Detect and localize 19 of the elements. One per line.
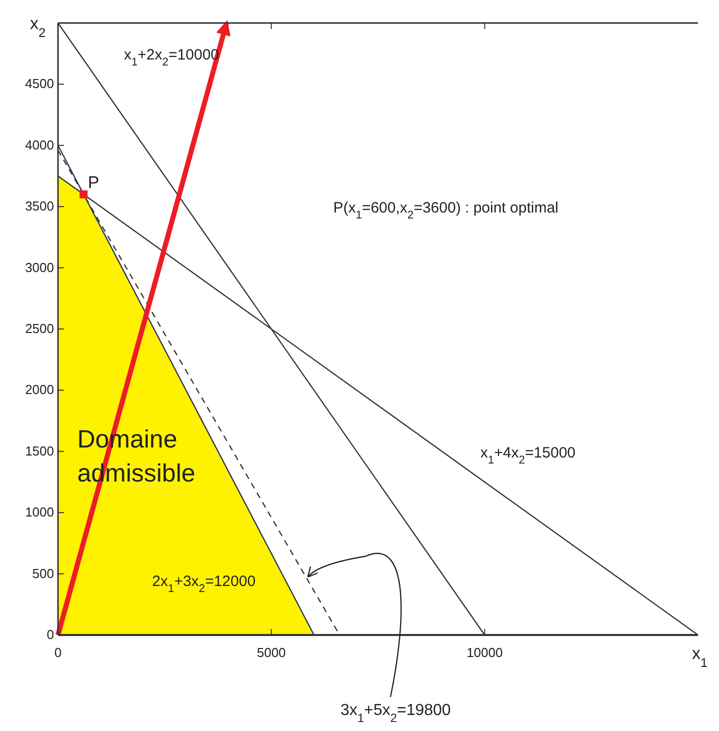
y-tick-label: 2500 [25, 321, 54, 336]
y-axis-title: x$_{2}$ [30, 14, 46, 40]
annotation: x$_{1}$+4x$_{2}$=15000 [480, 444, 576, 467]
y-tick-label: 2000 [25, 382, 54, 398]
annotation: P(x$_{1}$=600,x$_{2}$=3600) : point optimal [333, 200, 558, 222]
y-tick-label: 1500 [25, 443, 54, 458]
annotation: 3x$_{1}$+5x$_{2}$=19800 [340, 702, 451, 725]
annotation: P [88, 173, 100, 192]
y-tick-label: 1000 [25, 504, 54, 520]
x-tick-label: 5000 [256, 645, 286, 660]
y-tick-label: 0 [46, 627, 54, 642]
x-axis-title: x$_{1}$ [692, 644, 708, 670]
y-tick-label: 4000 [25, 137, 54, 152]
y-tick-label: 3500 [25, 198, 54, 214]
x-tick-label: 10000 [466, 645, 503, 660]
y-tick-label: 4500 [25, 76, 54, 92]
y-tick-label: 500 [32, 566, 54, 581]
y-tick-label: 3000 [25, 260, 54, 275]
annotation: 2x$_{1}$+3x$_{2}$=12000 [152, 573, 256, 596]
